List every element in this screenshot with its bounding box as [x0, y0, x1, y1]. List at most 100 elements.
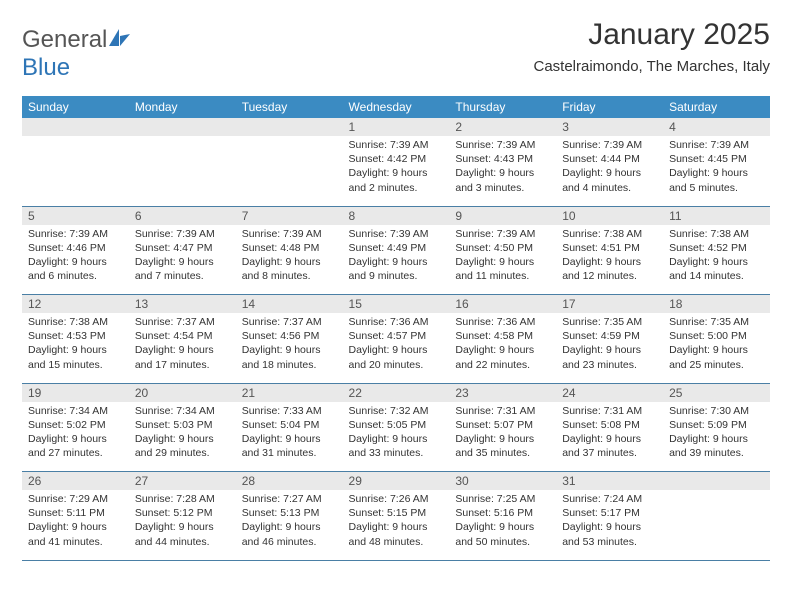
location-text: Castelraimondo, The Marches, Italy — [534, 58, 771, 75]
day-number-cell: 25 — [663, 383, 770, 402]
day-data: Sunrise: 7:28 AMSunset: 5:12 PMDaylight:… — [129, 490, 236, 555]
day-number: 17 — [556, 295, 663, 313]
day-data: Sunrise: 7:31 AMSunset: 5:08 PMDaylight:… — [556, 402, 663, 467]
day-number-cell: 30 — [449, 472, 556, 491]
day-number-cell: 8 — [343, 206, 450, 225]
day-data: Sunrise: 7:35 AMSunset: 5:00 PMDaylight:… — [663, 313, 770, 378]
day-data-cell: Sunrise: 7:36 AMSunset: 4:57 PMDaylight:… — [343, 313, 450, 383]
day-number: 27 — [129, 472, 236, 490]
day-data-cell: Sunrise: 7:27 AMSunset: 5:13 PMDaylight:… — [236, 490, 343, 560]
day-number-cell: 12 — [22, 295, 129, 314]
day-data-cell: Sunrise: 7:36 AMSunset: 4:58 PMDaylight:… — [449, 313, 556, 383]
logo-text-general: General — [22, 26, 107, 53]
day-data: Sunrise: 7:38 AMSunset: 4:51 PMDaylight:… — [556, 225, 663, 290]
day-number: 26 — [22, 472, 129, 490]
day-number-cell: 13 — [129, 295, 236, 314]
day-number-cell: 26 — [22, 472, 129, 491]
day-number: 25 — [663, 384, 770, 402]
day-data: Sunrise: 7:30 AMSunset: 5:09 PMDaylight:… — [663, 402, 770, 467]
day-number-cell: 24 — [556, 383, 663, 402]
day-number-cell: 9 — [449, 206, 556, 225]
week-number-row: 1234 — [22, 118, 770, 136]
day-data: Sunrise: 7:37 AMSunset: 4:56 PMDaylight:… — [236, 313, 343, 378]
day-data-cell: Sunrise: 7:30 AMSunset: 5:09 PMDaylight:… — [663, 402, 770, 472]
day-data: Sunrise: 7:36 AMSunset: 4:57 PMDaylight:… — [343, 313, 450, 378]
day-number: 28 — [236, 472, 343, 490]
day-header: Monday — [129, 96, 236, 118]
week-number-row: 12131415161718 — [22, 295, 770, 314]
day-number: 2 — [449, 118, 556, 136]
calendar-body: 1234Sunrise: 7:39 AMSunset: 4:42 PMDayli… — [22, 118, 770, 560]
day-data: Sunrise: 7:33 AMSunset: 5:04 PMDaylight:… — [236, 402, 343, 467]
day-header: Saturday — [663, 96, 770, 118]
day-data: Sunrise: 7:38 AMSunset: 4:53 PMDaylight:… — [22, 313, 129, 378]
day-data-cell: Sunrise: 7:29 AMSunset: 5:11 PMDaylight:… — [22, 490, 129, 560]
title-block: January 2025 Castelraimondo, The Marches… — [534, 18, 771, 75]
day-number-cell — [129, 118, 236, 136]
day-number: 23 — [449, 384, 556, 402]
day-data: Sunrise: 7:34 AMSunset: 5:03 PMDaylight:… — [129, 402, 236, 467]
day-data: Sunrise: 7:39 AMSunset: 4:45 PMDaylight:… — [663, 136, 770, 201]
day-number: 15 — [343, 295, 450, 313]
day-number-cell: 2 — [449, 118, 556, 136]
day-data-cell: Sunrise: 7:39 AMSunset: 4:44 PMDaylight:… — [556, 136, 663, 206]
calendar-table: SundayMondayTuesdayWednesdayThursdayFrid… — [22, 96, 770, 561]
day-number: 16 — [449, 295, 556, 313]
logo-sail-icon — [109, 26, 131, 54]
logo-text-blue: Blue — [22, 54, 70, 81]
day-number: 14 — [236, 295, 343, 313]
week-data-row: Sunrise: 7:34 AMSunset: 5:02 PMDaylight:… — [22, 402, 770, 472]
day-number-cell — [22, 118, 129, 136]
day-data: Sunrise: 7:39 AMSunset: 4:47 PMDaylight:… — [129, 225, 236, 290]
day-number: 9 — [449, 207, 556, 225]
day-number-cell: 19 — [22, 383, 129, 402]
day-number-cell: 31 — [556, 472, 663, 491]
day-data-cell: Sunrise: 7:38 AMSunset: 4:52 PMDaylight:… — [663, 225, 770, 295]
day-data-cell: Sunrise: 7:39 AMSunset: 4:42 PMDaylight:… — [343, 136, 450, 206]
day-number-cell: 10 — [556, 206, 663, 225]
day-header: Wednesday — [343, 96, 450, 118]
month-title: January 2025 — [534, 18, 771, 52]
day-number: 6 — [129, 207, 236, 225]
day-number-cell: 7 — [236, 206, 343, 225]
week-number-row: 262728293031 — [22, 472, 770, 491]
day-number: 11 — [663, 207, 770, 225]
day-data: Sunrise: 7:38 AMSunset: 4:52 PMDaylight:… — [663, 225, 770, 290]
day-number: 22 — [343, 384, 450, 402]
day-data: Sunrise: 7:39 AMSunset: 4:49 PMDaylight:… — [343, 225, 450, 290]
day-data: Sunrise: 7:39 AMSunset: 4:48 PMDaylight:… — [236, 225, 343, 290]
logo: General Blue — [22, 18, 131, 82]
day-number: 4 — [663, 118, 770, 136]
day-number-cell: 27 — [129, 472, 236, 491]
day-number: 12 — [22, 295, 129, 313]
day-data-cell: Sunrise: 7:39 AMSunset: 4:45 PMDaylight:… — [663, 136, 770, 206]
day-number-cell: 4 — [663, 118, 770, 136]
day-data: Sunrise: 7:26 AMSunset: 5:15 PMDaylight:… — [343, 490, 450, 555]
day-data: Sunrise: 7:39 AMSunset: 4:46 PMDaylight:… — [22, 225, 129, 290]
day-number-cell: 5 — [22, 206, 129, 225]
day-data-cell: Sunrise: 7:34 AMSunset: 5:02 PMDaylight:… — [22, 402, 129, 472]
day-header: Tuesday — [236, 96, 343, 118]
day-data-cell: Sunrise: 7:37 AMSunset: 4:54 PMDaylight:… — [129, 313, 236, 383]
day-data: Sunrise: 7:25 AMSunset: 5:16 PMDaylight:… — [449, 490, 556, 555]
day-data: Sunrise: 7:34 AMSunset: 5:02 PMDaylight:… — [22, 402, 129, 467]
day-number-cell — [236, 118, 343, 136]
day-number — [236, 118, 343, 122]
day-number: 13 — [129, 295, 236, 313]
day-number — [663, 472, 770, 476]
day-data-cell: Sunrise: 7:28 AMSunset: 5:12 PMDaylight:… — [129, 490, 236, 560]
day-number-cell: 17 — [556, 295, 663, 314]
day-data: Sunrise: 7:39 AMSunset: 4:50 PMDaylight:… — [449, 225, 556, 290]
day-data-cell — [22, 136, 129, 206]
header: General Blue January 2025 Castelraimondo… — [22, 18, 770, 82]
day-header: Sunday — [22, 96, 129, 118]
day-number: 21 — [236, 384, 343, 402]
day-number-cell: 18 — [663, 295, 770, 314]
day-number-cell: 28 — [236, 472, 343, 491]
day-number: 7 — [236, 207, 343, 225]
week-number-row: 19202122232425 — [22, 383, 770, 402]
day-header-row: SundayMondayTuesdayWednesdayThursdayFrid… — [22, 96, 770, 118]
day-number-cell: 14 — [236, 295, 343, 314]
day-number: 10 — [556, 207, 663, 225]
day-data-cell: Sunrise: 7:25 AMSunset: 5:16 PMDaylight:… — [449, 490, 556, 560]
